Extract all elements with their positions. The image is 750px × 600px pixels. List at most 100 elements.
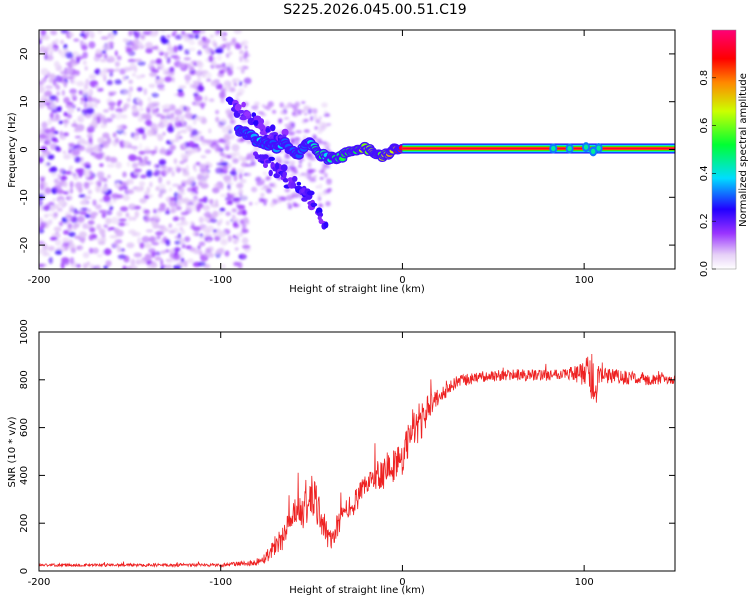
- noise-cell: [148, 194, 154, 198]
- noise-cell: [251, 186, 258, 193]
- noise-cell: [178, 61, 186, 69]
- noise-cell: [48, 132, 55, 138]
- noise-cell: [264, 120, 270, 126]
- noise-cell: [170, 208, 177, 214]
- noise-cell: [219, 118, 227, 124]
- noise-cell: [96, 224, 102, 231]
- noise-cell: [174, 34, 183, 40]
- ridge-glitch: [551, 145, 556, 152]
- noise-cell: [80, 113, 85, 121]
- noise-cell: [307, 109, 312, 114]
- noise-cell: [63, 96, 70, 104]
- noise-cell: [293, 202, 298, 207]
- noise-cell: [295, 195, 299, 198]
- noise-cell: [49, 102, 57, 109]
- noise-cell: [309, 156, 317, 161]
- noise-cell: [238, 155, 244, 161]
- noise-cell: [304, 112, 308, 116]
- noise-cell: [109, 156, 118, 163]
- noise-cell: [79, 90, 83, 95]
- noise-cell: [239, 80, 243, 87]
- branch-cell: [268, 169, 273, 177]
- snr-y-label: SNR (10 * v/v): [7, 416, 18, 487]
- noise-cell: [74, 156, 81, 163]
- noise-cell: [195, 101, 200, 106]
- noise-cell: [68, 31, 74, 38]
- noise-cell: [219, 151, 225, 157]
- noise-cell: [39, 241, 45, 245]
- noise-cell: [241, 195, 247, 200]
- noise-cell: [81, 44, 88, 51]
- noise-cell: [184, 152, 191, 158]
- noise-cell: [207, 252, 215, 258]
- noise-cell: [204, 236, 213, 243]
- y-tick-label: 600: [19, 418, 30, 437]
- noise-cell: [191, 199, 199, 203]
- noise-cell: [188, 33, 195, 40]
- noise-cell: [242, 216, 249, 224]
- noise-cell: [234, 44, 242, 50]
- noise-cell: [198, 241, 206, 247]
- noise-cell: [195, 33, 199, 40]
- noise-cell: [70, 247, 77, 254]
- noise-cell: [242, 209, 247, 216]
- branch-cell: [254, 153, 260, 160]
- y-tick-label: -10: [19, 189, 30, 205]
- noise-cell: [148, 83, 156, 88]
- noise-cell: [175, 133, 181, 139]
- noise-cell: [295, 130, 303, 134]
- noise-cell: [173, 45, 178, 53]
- noise-cell: [88, 234, 94, 241]
- noise-cell: [277, 160, 282, 165]
- noise-cell: [160, 118, 169, 123]
- noise-cell: [49, 50, 53, 56]
- noise-cell: [209, 98, 215, 102]
- noise-cell: [166, 113, 172, 119]
- noise-cell: [107, 101, 117, 107]
- noise-cell: [192, 202, 199, 207]
- noise-cell: [72, 223, 78, 231]
- noise-cell: [220, 99, 225, 103]
- noise-cell: [214, 64, 223, 69]
- noise-cell: [65, 67, 73, 76]
- noise-cell: [203, 226, 211, 234]
- noise-cell: [280, 110, 285, 115]
- noise-cell: [210, 80, 219, 87]
- noise-cell: [301, 101, 306, 104]
- noise-cell: [303, 129, 310, 133]
- noise-cell: [315, 185, 320, 189]
- noise-cell: [145, 41, 153, 49]
- noise-cell: [49, 95, 58, 101]
- noise-cell: [49, 166, 58, 173]
- noise-cell: [59, 168, 64, 173]
- noise-cell: [243, 172, 249, 177]
- noise-cell: [39, 86, 45, 93]
- noise-cell: [151, 92, 159, 98]
- noise-cell: [62, 191, 69, 195]
- noise-cell: [167, 166, 172, 173]
- noise-cell: [149, 236, 156, 243]
- noise-cell: [69, 257, 75, 265]
- x-tick-label: 0: [399, 577, 405, 588]
- noise-cell: [275, 198, 283, 204]
- noise-cell: [110, 113, 117, 119]
- noise-cell: [91, 118, 98, 125]
- noise-cell: [198, 216, 204, 224]
- noise-cell: [261, 179, 265, 185]
- noise-cell: [60, 75, 69, 81]
- noise-cell: [204, 72, 212, 79]
- noise-cell: [124, 222, 129, 226]
- noise-cell: [163, 104, 171, 109]
- noise-cell: [58, 120, 64, 125]
- ridge-glitch: [583, 144, 589, 150]
- noise-cell: [133, 205, 141, 210]
- noise-cell: [169, 139, 176, 143]
- noise-cell: [303, 118, 309, 123]
- noise-cell: [179, 160, 185, 165]
- noise-cell: [95, 152, 104, 160]
- noise-cell: [189, 148, 199, 152]
- noise-cell: [226, 192, 230, 197]
- noise-cell: [130, 204, 136, 208]
- noise-cell: [319, 177, 324, 180]
- spectrogram-branches: [225, 96, 329, 230]
